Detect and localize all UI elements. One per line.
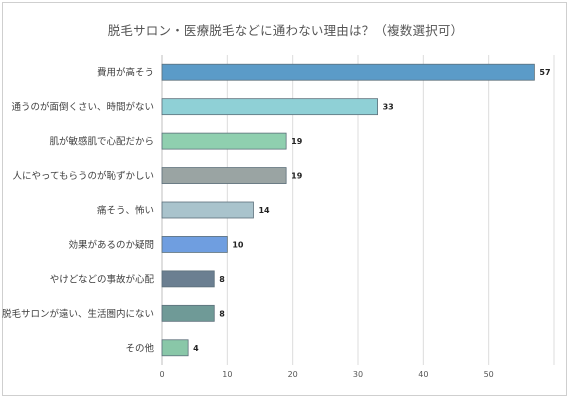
data-label: 4 [193, 344, 199, 353]
bar [161, 63, 535, 81]
chart-title: 脱毛サロン・医療脱毛などに通わない理由は？（複数選択可） [107, 23, 464, 38]
bar [161, 236, 228, 253]
category-label: 人にやってもらうのが恥ずかしい [12, 170, 154, 182]
x-tick-label: 40 [418, 370, 428, 379]
category-label: 痛そう、怖い [97, 205, 154, 217]
data-label: 10 [232, 240, 244, 249]
data-label: 19 [291, 137, 303, 146]
x-tick-label: 20 [288, 370, 298, 379]
x-tick-label: 10 [222, 370, 232, 379]
bar [161, 270, 215, 288]
data-label: 8 [219, 275, 225, 284]
category-label: 通うのが面倒くさい、時間がない [11, 101, 154, 113]
category-label: 効果があるのか疑問 [68, 239, 154, 251]
category-label: 脱毛サロンが遠い、生活圏内にない [2, 308, 154, 320]
bar [161, 304, 215, 322]
category-label: やけどなどの事故が心配 [50, 273, 155, 285]
category-label: その他 [125, 342, 154, 354]
bar [161, 201, 254, 219]
bar [161, 167, 287, 184]
x-tick-label: 30 [353, 370, 363, 379]
data-label: 57 [539, 68, 550, 77]
bar [161, 132, 287, 150]
x-tick-label: 50 [484, 370, 494, 379]
x-tick-label: 0 [159, 370, 164, 379]
category-label: 費用が高そう [97, 67, 154, 79]
data-label: 8 [219, 309, 225, 318]
bar [161, 339, 189, 357]
data-label: 14 [258, 206, 270, 215]
data-label: 33 [383, 103, 394, 112]
bar [161, 98, 379, 116]
data-label: 19 [291, 172, 303, 181]
category-label: 肌が敏感肌で心配だから [49, 136, 154, 148]
